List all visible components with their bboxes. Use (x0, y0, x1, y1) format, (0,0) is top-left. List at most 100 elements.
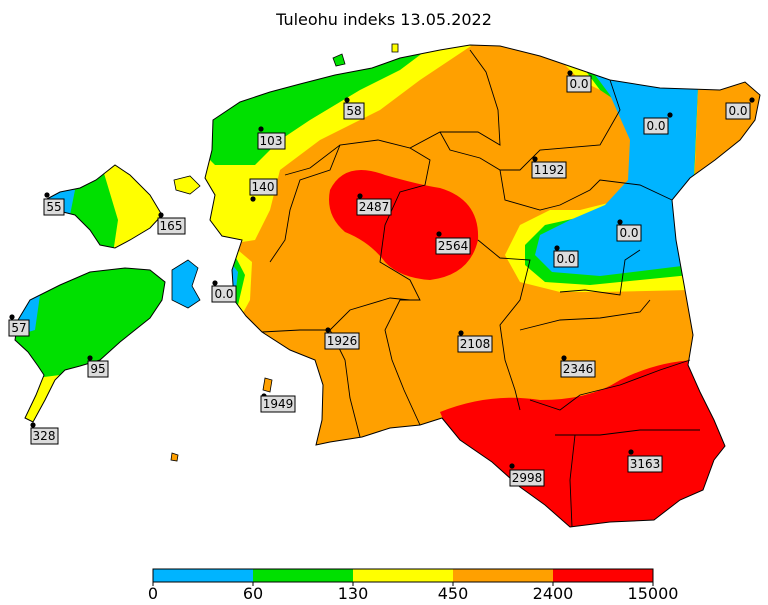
station-dot (567, 70, 573, 76)
legend-colorbar: 0 60 130 450 2400 15000 (148, 568, 679, 603)
station-hiiumaa-w: 55 (43, 192, 65, 216)
label-box (87, 360, 109, 378)
station-dot (509, 463, 515, 469)
legend-swatch-2 (353, 569, 453, 582)
station-dot (9, 314, 15, 320)
station-dot (561, 355, 567, 361)
station-tiirikoja: 0.0 (616, 219, 642, 242)
legend-swatch-0 (153, 569, 253, 582)
station-dot (87, 355, 93, 361)
label-box (457, 335, 493, 353)
station-value: 55 (46, 200, 61, 214)
station-sorve: 328 (30, 422, 59, 445)
station-dot (212, 280, 218, 286)
county-borders (261, 49, 700, 528)
station-value: 103 (260, 134, 283, 148)
station-value: 0.0 (728, 104, 747, 118)
station-value: 0.0 (646, 119, 665, 133)
station-value: 2346 (563, 362, 594, 376)
station-value: 1192 (534, 163, 565, 177)
station-narva: 0.0 (725, 97, 755, 120)
label-box (30, 427, 59, 445)
station-virtsu: 0.0 (211, 280, 237, 303)
station-value: 0.0 (569, 77, 588, 91)
label-box (43, 198, 65, 216)
station-value: 328 (33, 429, 56, 443)
blue-zone-northeast (520, 45, 700, 276)
legend-swatch-4 (553, 569, 653, 582)
legend-tick-label: 0 (148, 584, 158, 603)
station-value: 140 (252, 180, 275, 194)
station-kuusiku: 58 (343, 97, 365, 120)
station-value: 2564 (438, 239, 469, 253)
station-mustvee: 0.0 (553, 245, 579, 268)
legend-frame (152, 568, 654, 583)
station-value: 0.0 (619, 226, 638, 240)
legend-swatch-1 (253, 569, 353, 582)
station-vilsandi: 57 (8, 314, 30, 337)
station-kihnu: 1949 (260, 393, 296, 413)
station-value: 95 (90, 362, 105, 376)
station-jogeva: 2564 (435, 231, 471, 255)
station-rakvere: 1192 (531, 156, 567, 179)
station-tallinn: 103 (257, 126, 286, 150)
label-box (725, 102, 751, 120)
label-box (157, 217, 186, 235)
station-dot (458, 330, 464, 336)
station-haapsalu: 140 (249, 178, 278, 202)
station-tartu: 2346 (560, 355, 596, 378)
station-value: 1949 (263, 397, 294, 411)
label-box (560, 360, 596, 378)
label-box (249, 178, 278, 196)
station-value: 3163 (630, 457, 661, 471)
station-dot (532, 156, 538, 162)
station-hiiumaa-e: 165 (157, 212, 186, 235)
label-box (531, 161, 567, 179)
label-box (356, 198, 392, 216)
legend-tick-label: 130 (338, 584, 369, 603)
label-box (260, 395, 296, 413)
label-box (343, 102, 365, 120)
label-box (324, 332, 360, 350)
station-value: 58 (346, 104, 361, 118)
label-box (643, 117, 669, 135)
small-islands (170, 43, 399, 462)
label-box (435, 237, 471, 255)
legend-tick-label: 15000 (628, 584, 679, 603)
station-kunda: 0.0 (566, 70, 592, 93)
legend-swatch-3 (453, 569, 553, 582)
station-dot (258, 126, 264, 132)
station-dot (44, 192, 50, 198)
label-box (616, 224, 642, 242)
station-value: 165 (160, 219, 183, 233)
station-dot (30, 422, 36, 428)
station-value: 57 (11, 321, 26, 335)
station-dot (357, 193, 363, 199)
station-turi: 2487 (356, 193, 392, 216)
legend-tick-label: 2400 (533, 584, 574, 603)
station-value: 2108 (460, 337, 491, 351)
map-title: Tuleohu indeks 13.05.2022 (276, 10, 492, 29)
station-dot (325, 327, 331, 333)
label-box (8, 319, 30, 337)
station-labels: 0.0 0.0 0.0 58 103 1192 55 165 140 2487 … (8, 70, 755, 487)
label-box (566, 75, 592, 93)
station-dot (667, 112, 673, 118)
station-value: 2998 (512, 471, 543, 485)
legend-tick-label: 450 (438, 584, 469, 603)
station-value: 1926 (327, 334, 358, 348)
station-value: 2487 (359, 200, 390, 214)
station-value: 0.0 (556, 252, 575, 266)
station-valga: 2998 (509, 463, 545, 487)
station-value: 0.0 (214, 287, 233, 301)
station-dot (436, 231, 442, 237)
label-box (627, 455, 663, 473)
legend-tick-label: 60 (243, 584, 263, 603)
station-voru: 3163 (627, 449, 663, 473)
station-dot (344, 97, 350, 103)
station-viljandi: 2108 (457, 330, 493, 353)
station-kuressaare: 95 (87, 355, 109, 378)
station-dot (749, 97, 755, 103)
